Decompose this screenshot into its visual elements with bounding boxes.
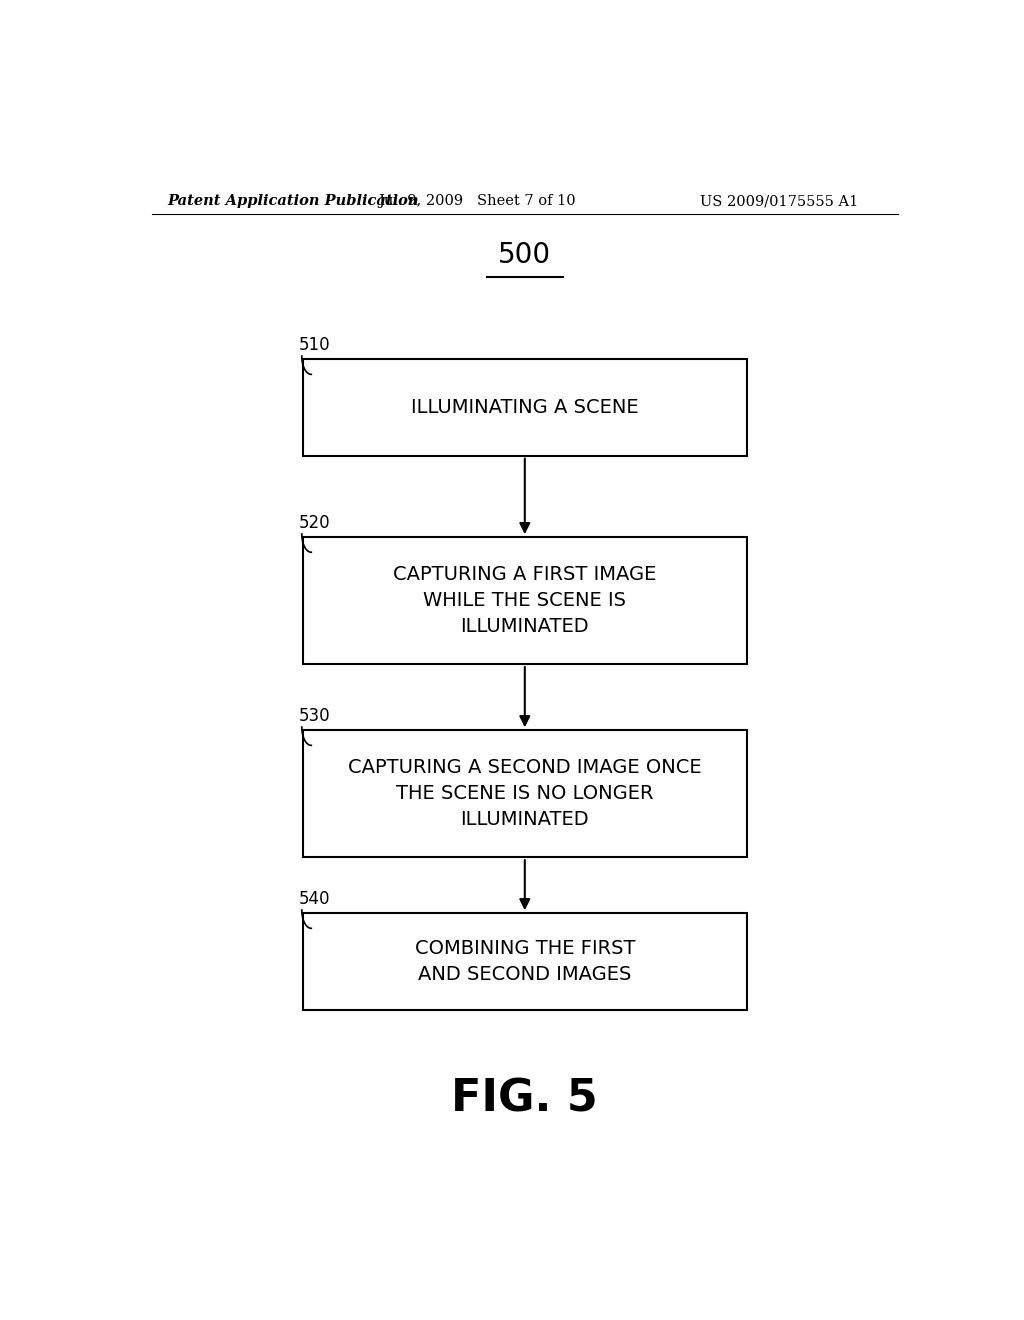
Text: 530: 530 bbox=[299, 708, 331, 725]
Text: FIG. 5: FIG. 5 bbox=[452, 1077, 598, 1121]
Text: 510: 510 bbox=[299, 337, 331, 354]
Text: COMBINING THE FIRST
AND SECOND IMAGES: COMBINING THE FIRST AND SECOND IMAGES bbox=[415, 939, 635, 983]
Text: Jul. 9, 2009   Sheet 7 of 10: Jul. 9, 2009 Sheet 7 of 10 bbox=[379, 194, 575, 209]
Text: CAPTURING A FIRST IMAGE
WHILE THE SCENE IS
ILLUMINATED: CAPTURING A FIRST IMAGE WHILE THE SCENE … bbox=[393, 565, 656, 636]
Bar bbox=[303, 730, 748, 857]
Text: CAPTURING A SECOND IMAGE ONCE
THE SCENE IS NO LONGER
ILLUMINATED: CAPTURING A SECOND IMAGE ONCE THE SCENE … bbox=[348, 759, 701, 829]
Text: 540: 540 bbox=[299, 890, 330, 908]
Text: US 2009/0175555 A1: US 2009/0175555 A1 bbox=[699, 194, 858, 209]
Bar bbox=[303, 359, 748, 455]
Text: 520: 520 bbox=[299, 513, 331, 532]
Text: Patent Application Publication: Patent Application Publication bbox=[168, 194, 419, 209]
Bar bbox=[303, 913, 748, 1010]
Text: 500: 500 bbox=[499, 242, 551, 269]
Text: ILLUMINATING A SCENE: ILLUMINATING A SCENE bbox=[411, 397, 639, 417]
Bar bbox=[303, 537, 748, 664]
